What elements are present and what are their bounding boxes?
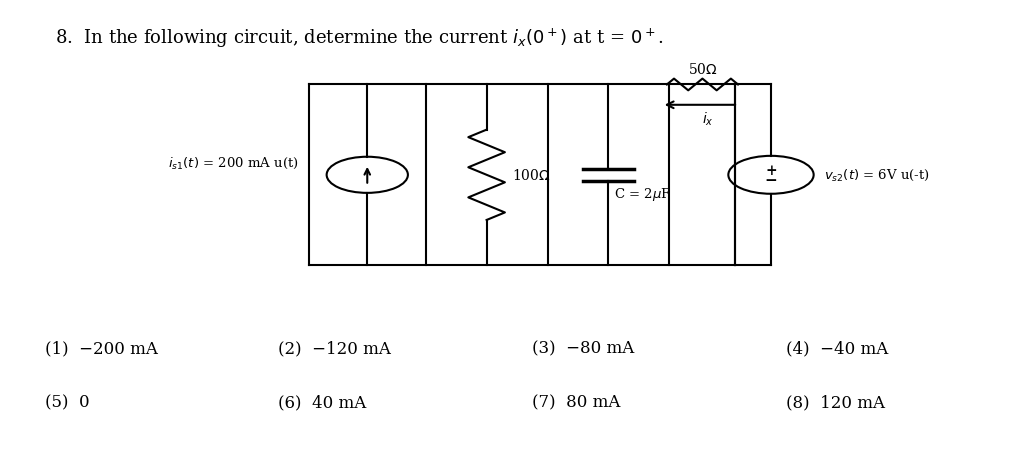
Text: 50$\Omega$: 50$\Omega$ xyxy=(687,62,718,76)
Text: (1)  −200 mA: (1) −200 mA xyxy=(45,340,158,357)
Text: −: − xyxy=(765,174,777,188)
Text: (6)  40 mA: (6) 40 mA xyxy=(279,394,367,411)
Text: (8)  120 mA: (8) 120 mA xyxy=(786,394,885,411)
Text: $i_{s1}(t)$ = 200 mA u(t): $i_{s1}(t)$ = 200 mA u(t) xyxy=(168,156,299,171)
Text: +: + xyxy=(765,164,777,178)
Text: (2)  −120 mA: (2) −120 mA xyxy=(279,340,391,357)
Text: (5)  0: (5) 0 xyxy=(45,394,89,411)
Text: C = 2$\mu$F: C = 2$\mu$F xyxy=(613,186,671,203)
Text: (4)  −40 mA: (4) −40 mA xyxy=(786,340,889,357)
Text: $v_{s2}(t)$ = 6V u(-t): $v_{s2}(t)$ = 6V u(-t) xyxy=(824,168,930,183)
Text: (7)  80 mA: (7) 80 mA xyxy=(532,394,621,411)
Text: (3)  −80 mA: (3) −80 mA xyxy=(532,340,635,357)
Text: $i_x$: $i_x$ xyxy=(701,110,714,128)
Text: 100$\Omega$: 100$\Omega$ xyxy=(512,168,551,183)
Text: 8.  In the following circuit, determine the current $i_x(0^+)$ at t = $0^+$.: 8. In the following circuit, determine t… xyxy=(55,27,664,50)
